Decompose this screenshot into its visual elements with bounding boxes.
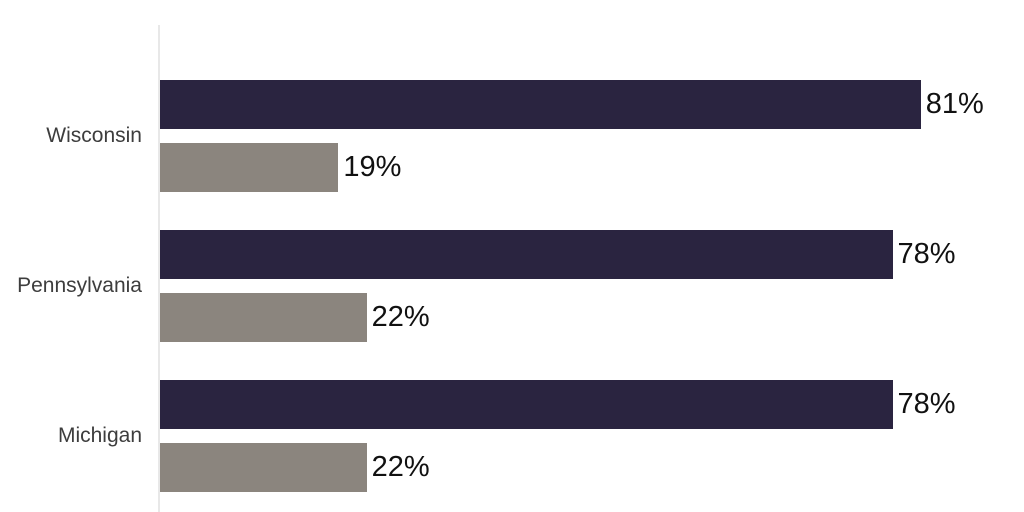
bar-gray-series: [160, 293, 367, 342]
bar-line: 78%: [160, 380, 1024, 429]
y-axis-line: [158, 25, 160, 512]
bar-dark-navy-series: [160, 80, 921, 129]
bar-gray-series: [160, 143, 339, 192]
bar-line: 22%: [160, 293, 1024, 342]
bar-line: 81%: [160, 80, 1024, 129]
bar-dark-navy-series: [160, 380, 893, 429]
value-label: 22%: [371, 301, 430, 333]
category-label-michigan: Michigan: [57, 424, 142, 447]
bar-line: 78%: [160, 230, 1024, 279]
bar-line: 22%: [160, 443, 1024, 492]
category-label-pennsylvania: Pennsylvania: [17, 274, 142, 297]
value-label: 78%: [897, 388, 956, 420]
chart-row: Michigan 78% 22%: [0, 380, 1024, 492]
value-label: 78%: [897, 238, 956, 270]
category-label-wisconsin: Wisconsin: [46, 124, 142, 147]
bar-group: 78% 22%: [160, 230, 1024, 342]
bar-group: 78% 22%: [160, 380, 1024, 492]
bar-line: 19%: [160, 143, 1024, 192]
chart-rows: Wisconsin 81% 19% Pennsylvania 78% 22% Michiga…: [0, 80, 1024, 512]
chart-row: Wisconsin 81% 19%: [0, 80, 1024, 192]
bar-gray-series: [160, 443, 367, 492]
bar-dark-navy-series: [160, 230, 893, 279]
value-label: 22%: [371, 451, 430, 483]
bar-group: 81% 19%: [160, 80, 1024, 192]
value-label: 19%: [343, 151, 402, 183]
chart-row: Pennsylvania 78% 22%: [0, 230, 1024, 342]
value-label: 81%: [925, 88, 984, 120]
